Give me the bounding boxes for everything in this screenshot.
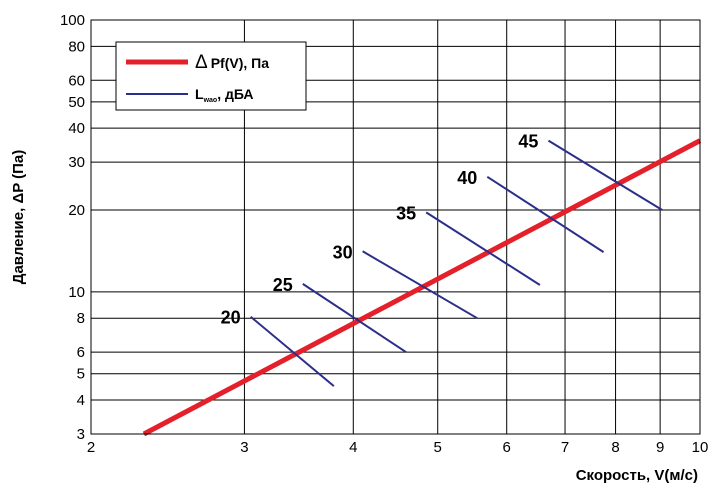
x-tick-label: 6 bbox=[503, 439, 511, 456]
y-tick-label: 5 bbox=[77, 366, 85, 383]
noise-lines: 20 25 30 35 40 45 bbox=[221, 132, 663, 387]
y-tick-label: 30 bbox=[68, 154, 85, 171]
noise-line-35 bbox=[425, 211, 541, 286]
legend-noise-rest: , дБА bbox=[217, 86, 253, 102]
y-tick-label: 10 bbox=[68, 284, 85, 301]
noise-line-40 bbox=[486, 175, 605, 253]
y-tick-label: 4 bbox=[77, 392, 85, 409]
y-axis-ticks: 3 4 5 6 8 10 20 30 40 50 60 80 100 bbox=[60, 12, 85, 443]
noise-line-30 bbox=[362, 250, 478, 320]
noise-label-25: 25 bbox=[273, 275, 293, 295]
noise-line-20 bbox=[250, 315, 335, 387]
x-tick-label: 10 bbox=[692, 439, 709, 456]
y-tick-label: 80 bbox=[68, 38, 85, 55]
legend: Δ Pf(V), Па Lwao, дБА bbox=[115, 41, 307, 111]
legend-delta-symbol: Δ bbox=[195, 52, 208, 73]
legend-label-noise: Lwao, дБА bbox=[195, 86, 254, 104]
noise-line-45 bbox=[547, 139, 663, 211]
legend-noise-sub: wao bbox=[203, 97, 218, 104]
pressure-series bbox=[142, 138, 702, 437]
y-axis-title: Давление, ΔP (Па) bbox=[10, 150, 27, 284]
plot-frame bbox=[90, 19, 701, 435]
y-tick-label: 50 bbox=[68, 94, 85, 111]
noise-label-45: 45 bbox=[518, 132, 538, 152]
x-tick-label: 3 bbox=[240, 439, 248, 456]
y-tick-label: 100 bbox=[60, 12, 85, 29]
noise-label-35: 35 bbox=[396, 203, 416, 223]
noise-label-30: 30 bbox=[333, 242, 353, 262]
noise-line-25 bbox=[302, 283, 407, 353]
legend-label-pressure: Δ Pf(V), Па bbox=[195, 52, 269, 73]
x-tick-label: 4 bbox=[349, 439, 357, 456]
x-axis-title: Скорость, V(м/с) bbox=[576, 467, 698, 484]
legend-pressure-text: Pf(V), Па bbox=[211, 55, 270, 71]
x-tick-label: 9 bbox=[656, 439, 664, 456]
noise-label-40: 40 bbox=[457, 168, 477, 188]
x-tick-label: 8 bbox=[611, 439, 619, 456]
x-tick-label: 7 bbox=[561, 439, 569, 456]
y-tick-label: 8 bbox=[77, 310, 85, 327]
legend-box bbox=[115, 41, 307, 111]
x-tick-label: 2 bbox=[87, 439, 95, 456]
y-tick-label: 60 bbox=[68, 72, 85, 89]
noise-label-20: 20 bbox=[221, 308, 241, 328]
y-tick-label: 6 bbox=[77, 344, 85, 361]
x-axis-ticks: 2 3 4 5 6 7 8 9 10 bbox=[87, 439, 709, 456]
y-tick-label: 40 bbox=[68, 120, 85, 137]
x-tick-label: 5 bbox=[434, 439, 442, 456]
y-tick-label: 3 bbox=[77, 426, 85, 443]
series-line-pressure bbox=[142, 138, 702, 437]
y-tick-label: 20 bbox=[68, 202, 85, 219]
legend-noise-main: L bbox=[195, 86, 204, 102]
